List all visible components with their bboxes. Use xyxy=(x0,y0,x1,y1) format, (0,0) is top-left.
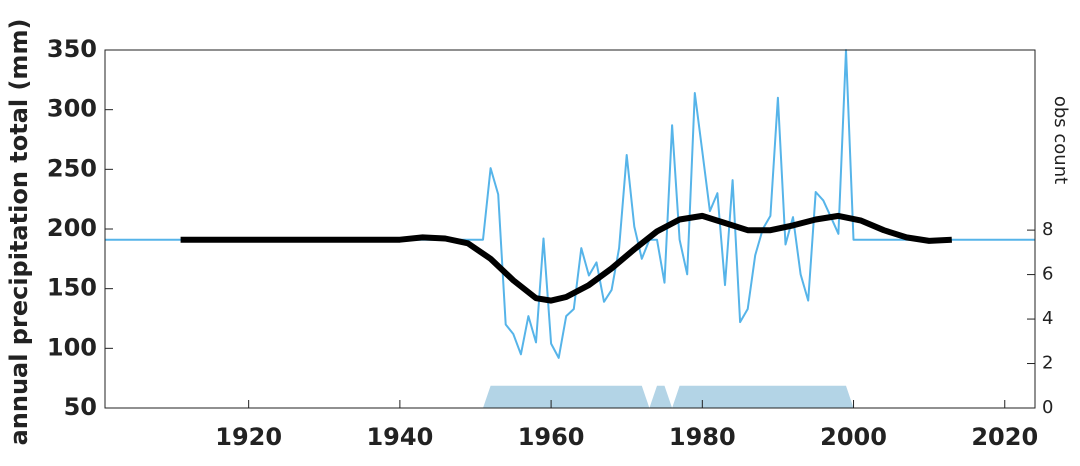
series-line xyxy=(105,49,1035,359)
y-tick-label: 300 xyxy=(47,95,97,123)
x-tick-label: 1960 xyxy=(518,423,585,451)
obs-count-area xyxy=(483,385,854,408)
y-tick-label: 200 xyxy=(47,214,97,242)
y-tick-label: 100 xyxy=(47,333,97,361)
x-tick-label: 2000 xyxy=(820,423,887,451)
x-tick-label: 1980 xyxy=(669,423,736,451)
x-tick-label: 1920 xyxy=(215,423,282,451)
y2-tick-label: 6 xyxy=(1042,264,1053,285)
y2-axis-label: obs count xyxy=(1050,96,1071,184)
x-tick-label: 1940 xyxy=(366,423,433,451)
y-tick-label: 150 xyxy=(47,274,97,302)
y-tick-label: 250 xyxy=(47,154,97,182)
y2-tick-label: 0 xyxy=(1042,397,1053,418)
series-line xyxy=(180,212,952,304)
plot-frame xyxy=(104,49,1036,409)
y-axis-label: annual precipitation total (mm) xyxy=(5,19,33,446)
y-tick-label: 350 xyxy=(47,35,97,63)
y-tick-label: 50 xyxy=(64,393,97,421)
x-tick-label: 2020 xyxy=(971,423,1038,451)
y2-tick-label: 2 xyxy=(1042,353,1053,374)
y2-tick-label: 4 xyxy=(1042,308,1053,329)
y2-tick-label: 8 xyxy=(1042,219,1053,240)
